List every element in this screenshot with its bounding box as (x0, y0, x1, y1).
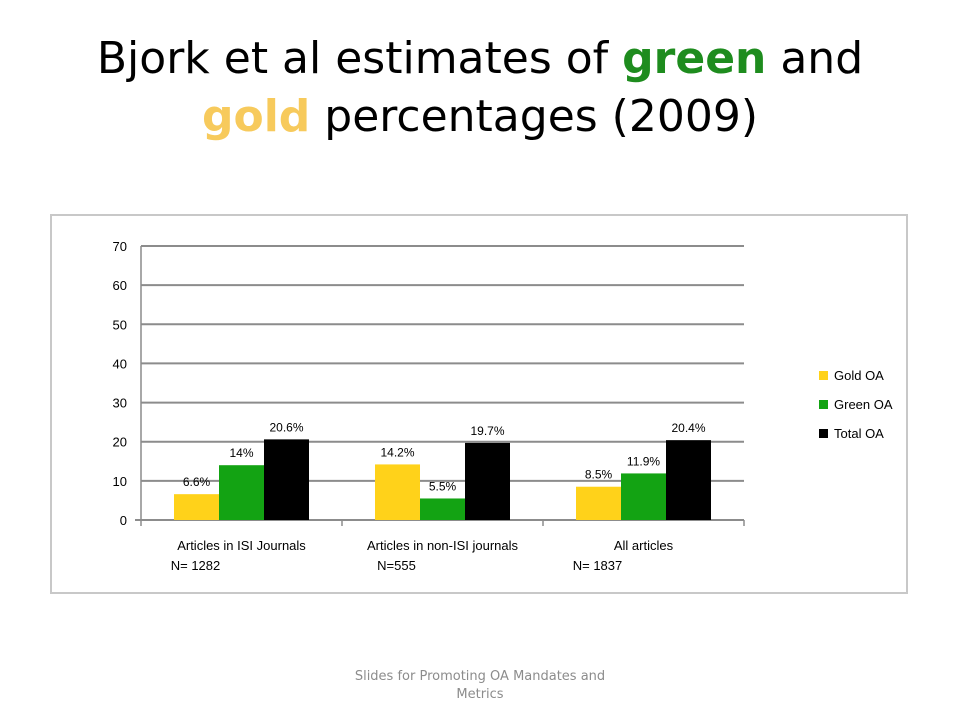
data-label: 8.5% (585, 468, 613, 482)
data-label: 19.7% (470, 424, 504, 438)
y-tick-label: 0 (120, 513, 127, 528)
legend-swatch (819, 371, 828, 380)
legend-label: Green OA (834, 397, 893, 412)
legend-swatch (819, 429, 828, 438)
y-tick-label: 70 (113, 239, 127, 254)
y-tick-label: 30 (113, 396, 127, 411)
y-tick-label: 40 (113, 356, 127, 371)
title-word-green: green (622, 33, 767, 84)
bar (420, 498, 465, 520)
bar (174, 494, 219, 520)
category-sublabel: N= 1282 (171, 558, 221, 573)
category-sublabel: N=555 (377, 558, 416, 573)
data-label: 20.6% (269, 420, 303, 434)
bar-chart: 0 10 20 30 40 50 60 70 6.6% 14% 20.6% Articles in I… (113, 239, 893, 573)
bar (465, 442, 510, 520)
data-label: 14% (229, 446, 253, 460)
legend-label: Total OA (834, 426, 884, 441)
bar (264, 439, 309, 520)
legend-swatch (819, 400, 828, 409)
data-label: 14.2% (380, 445, 414, 459)
category-label: Articles in ISI Journals (177, 538, 306, 553)
title-text-part2: percentages (2009) (310, 91, 758, 142)
data-label: 20.4% (671, 421, 705, 435)
legend-label: Gold OA (834, 368, 884, 383)
slide-title: Bjork et al estimates of green and gold … (40, 30, 920, 146)
bar (576, 486, 621, 520)
title-text-part1: Bjork et al estimates of (96, 33, 623, 84)
category-label: All articles (614, 538, 674, 553)
y-tick-label: 20 (113, 435, 127, 450)
category-label: Articles in non-ISI journals (367, 538, 519, 553)
bar (375, 464, 420, 520)
y-tick-label: 60 (113, 278, 127, 293)
title-text-and: and (766, 33, 864, 84)
data-label: 11.9% (627, 454, 660, 468)
bar (219, 465, 264, 520)
data-label: 5.5% (429, 479, 457, 493)
slide-footer: Slides for Promoting OA Mandates and Met… (354, 669, 606, 702)
data-label: 6.6% (183, 475, 211, 489)
chart-frame: 0 10 20 30 40 50 60 70 6.6% 14% 20.6% Articles in I… (50, 214, 908, 594)
title-word-gold: gold (201, 91, 311, 142)
y-tick-label: 10 (113, 474, 127, 489)
bar (666, 440, 711, 520)
y-tick-label: 50 (113, 317, 127, 332)
category-sublabel: N= 1837 (573, 558, 623, 573)
bar (621, 473, 666, 520)
